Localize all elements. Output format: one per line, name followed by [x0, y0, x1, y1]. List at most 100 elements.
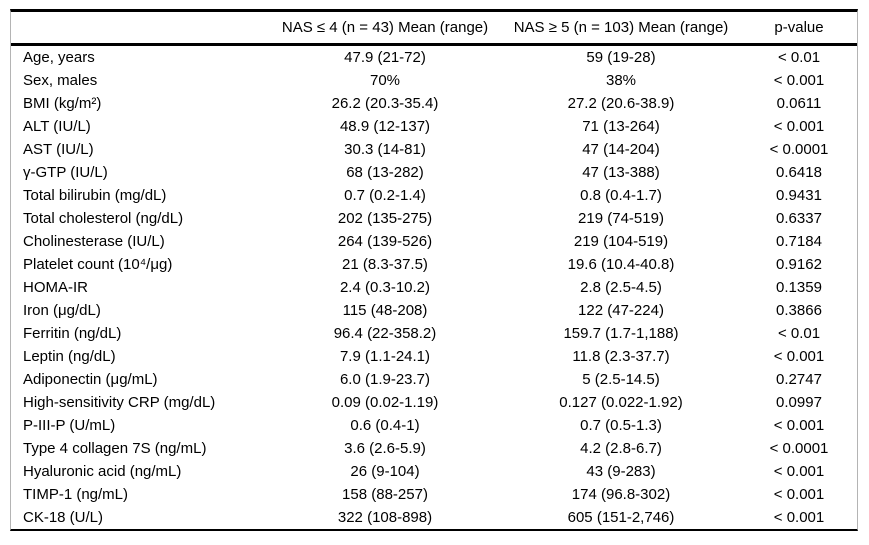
value-cell: 5 (2.5-14.5) [582, 371, 660, 388]
table-row: Iron (μg/dL) 115 (48-208) 122 (47-224) 0.38… [11, 299, 857, 322]
value-cell: 11.8 (2.3-37.7) [572, 348, 670, 365]
p-value-cell: 0.6337 [776, 210, 822, 227]
table-row: Total cholesterol (ng/dL) 202 (135-275) 21… [11, 207, 857, 230]
p-value-cell: < 0.0001 [769, 141, 829, 158]
row-label: P-III-P (U/mL) [23, 417, 116, 434]
p-value-cell: 0.9162 [776, 256, 822, 273]
table-body: Age, years 47.9 (21-72) 59 (19-28) < 0.01 Se… [11, 45, 857, 530]
value-cell: 0.09 (0.02-1.19) [331, 394, 439, 411]
row-label: CK-18 (U/L) [23, 509, 104, 526]
p-value-cell: 0.3866 [776, 302, 822, 319]
value-cell: 2.8 (2.5-4.5) [580, 279, 662, 296]
value-cell: 47 (13-388) [582, 164, 660, 181]
value-cell: 26 (9-104) [350, 463, 420, 480]
column-header-nas-le-4: NAS ≤ 4 (n = 43) Mean (range) [269, 12, 501, 46]
table-row: Leptin (ng/dL) 7.9 (1.1-24.1) 11.8 (2.3-37… [11, 345, 857, 368]
table-row: Hyaluronic acid (ng/mL) 26 (9-104) 43 (9-2… [11, 460, 857, 483]
value-cell: 70% [369, 72, 401, 89]
table-row: ALT (IU/L) 48.9 (12-137) 71 (13-264) < 0.00… [11, 115, 857, 138]
row-label: γ-GTP (IU/L) [23, 164, 108, 181]
p-value-cell: 0.6418 [776, 164, 822, 181]
table-row: Sex, males 70% 38% < 0.001 [11, 69, 857, 92]
p-value-cell: < 0.01 [777, 49, 821, 66]
value-cell: 47.9 (21-72) [344, 49, 426, 66]
header-row: NAS ≤ 4 (n = 43) Mean (range) NAS ≥ 5 (n… [11, 12, 857, 46]
value-cell: 115 (48-208) [342, 302, 428, 319]
row-label: Adiponectin (μg/mL) [23, 371, 158, 388]
value-cell: 47 (14-204) [582, 141, 660, 158]
value-cell: 0.8 (0.4-1.7) [580, 187, 662, 204]
row-label: Platelet count (10⁴/μg) [23, 256, 173, 273]
p-value-cell: < 0.001 [773, 118, 825, 135]
row-label: Iron (μg/dL) [23, 302, 101, 319]
p-value-cell: < 0.01 [777, 325, 821, 342]
p-value-cell: 0.9431 [776, 187, 822, 204]
row-label: Ferritin (ng/dL) [23, 325, 122, 342]
value-cell: 159.7 (1.7-1,188) [563, 325, 679, 342]
value-cell: 0.127 (0.022-1.92) [559, 394, 683, 411]
p-value-cell: < 0.001 [773, 72, 825, 89]
results-table: NAS ≤ 4 (n = 43) Mean (range) NAS ≥ 5 (n… [11, 12, 857, 529]
table-row: AST (IU/L) 30.3 (14-81) 47 (14-204) < 0.000… [11, 138, 857, 161]
column-header-variable [11, 12, 269, 46]
row-label: Type 4 collagen 7S (ng/mL) [23, 440, 207, 457]
value-cell: 158 (88-257) [342, 486, 428, 503]
table-row: Adiponectin (μg/mL) 6.0 (1.9-23.7) 5 (2.5-… [11, 368, 857, 391]
row-label: Sex, males [23, 72, 98, 89]
value-cell: 219 (74-519) [578, 210, 664, 227]
p-value-cell: < 0.0001 [769, 440, 829, 457]
table-row: TIMP-1 (ng/mL) 158 (88-257) 174 (96.8-302)… [11, 483, 857, 506]
row-label: Total bilirubin (mg/dL) [23, 187, 167, 204]
row-label: Hyaluronic acid (ng/mL) [23, 463, 182, 480]
value-cell: 21 (8.3-37.5) [342, 256, 428, 273]
p-value-cell: < 0.001 [773, 348, 825, 365]
column-header-p-value: p-value [741, 12, 857, 46]
value-cell: 19.6 (10.4-40.8) [567, 256, 675, 273]
table-row: Age, years 47.9 (21-72) 59 (19-28) < 0.01 [11, 45, 857, 70]
table-row: Cholinesterase (IU/L) 264 (139-526) 219 (1… [11, 230, 857, 253]
row-label: AST (IU/L) [23, 141, 94, 158]
p-value-cell: < 0.001 [773, 463, 825, 480]
value-cell: 27.2 (20.6-38.9) [567, 95, 675, 112]
value-cell: 7.9 (1.1-24.1) [339, 348, 431, 365]
table-row: CK-18 (U/L) 322 (108-898) 605 (151-2,746) <… [11, 506, 857, 529]
table-row: High-sensitivity CRP (mg/dL) 0.09 (0.02-1… [11, 391, 857, 414]
value-cell: 0.6 (0.4-1) [350, 417, 420, 434]
row-label: TIMP-1 (ng/mL) [23, 486, 129, 503]
value-cell: 0.7 (0.2-1.4) [344, 187, 426, 204]
value-cell: 0.7 (0.5-1.3) [580, 417, 662, 434]
value-cell: 322 (108-898) [337, 509, 433, 526]
value-cell: 96.4 (22-358.2) [333, 325, 437, 342]
table-row: Ferritin (ng/dL) 96.4 (22-358.2) 159.7 (1.… [11, 322, 857, 345]
table-row: Total bilirubin (mg/dL) 0.7 (0.2-1.4) 0.8 … [11, 184, 857, 207]
table-row: Platelet count (10⁴/μg) 21 (8.3-37.5) 19.6… [11, 253, 857, 276]
table-row: HOMA-IR 2.4 (0.3-10.2) 2.8 (2.5-4.5) 0.1359 [11, 276, 857, 299]
row-label: High-sensitivity CRP (mg/dL) [23, 394, 216, 411]
value-cell: 30.3 (14-81) [344, 141, 426, 158]
value-cell: 6.0 (1.9-23.7) [339, 371, 431, 388]
row-label: Leptin (ng/dL) [23, 348, 116, 365]
results-table-container: NAS ≤ 4 (n = 43) Mean (range) NAS ≥ 5 (n… [10, 9, 858, 531]
p-value-cell: < 0.001 [773, 486, 825, 503]
value-cell: 2.4 (0.3-10.2) [339, 279, 431, 296]
value-cell: 4.2 (2.8-6.7) [580, 440, 662, 457]
row-label: Age, years [23, 49, 95, 66]
row-label: BMI (kg/m²) [23, 95, 102, 112]
value-cell: 264 (139-526) [337, 233, 433, 250]
column-header-nas-ge-5: NAS ≥ 5 (n = 103) Mean (range) [501, 12, 741, 46]
value-cell: 68 (13-282) [346, 164, 424, 181]
value-cell: 3.6 (2.6-5.9) [344, 440, 426, 457]
row-label: Total cholesterol (ng/dL) [23, 210, 184, 227]
row-label: HOMA-IR [23, 279, 88, 296]
p-value-cell: < 0.001 [773, 417, 825, 434]
value-cell: 71 (13-264) [582, 118, 660, 135]
table-row: Type 4 collagen 7S (ng/mL) 3.6 (2.6-5.9) 4… [11, 437, 857, 460]
table-row: γ-GTP (IU/L) 68 (13-282) 47 (13-388) 0.6418 [11, 161, 857, 184]
p-value-cell: 0.2747 [776, 371, 822, 388]
value-cell: 59 (19-28) [586, 49, 656, 66]
table-row: BMI (kg/m²) 26.2 (20.3-35.4) 27.2 (20.6-38… [11, 92, 857, 115]
value-cell: 26.2 (20.3-35.4) [331, 95, 439, 112]
table-row: P-III-P (U/mL) 0.6 (0.4-1) 0.7 (0.5-1.3) < … [11, 414, 857, 437]
value-cell: 174 (96.8-302) [571, 486, 671, 503]
p-value-cell: 0.0611 [776, 95, 822, 112]
